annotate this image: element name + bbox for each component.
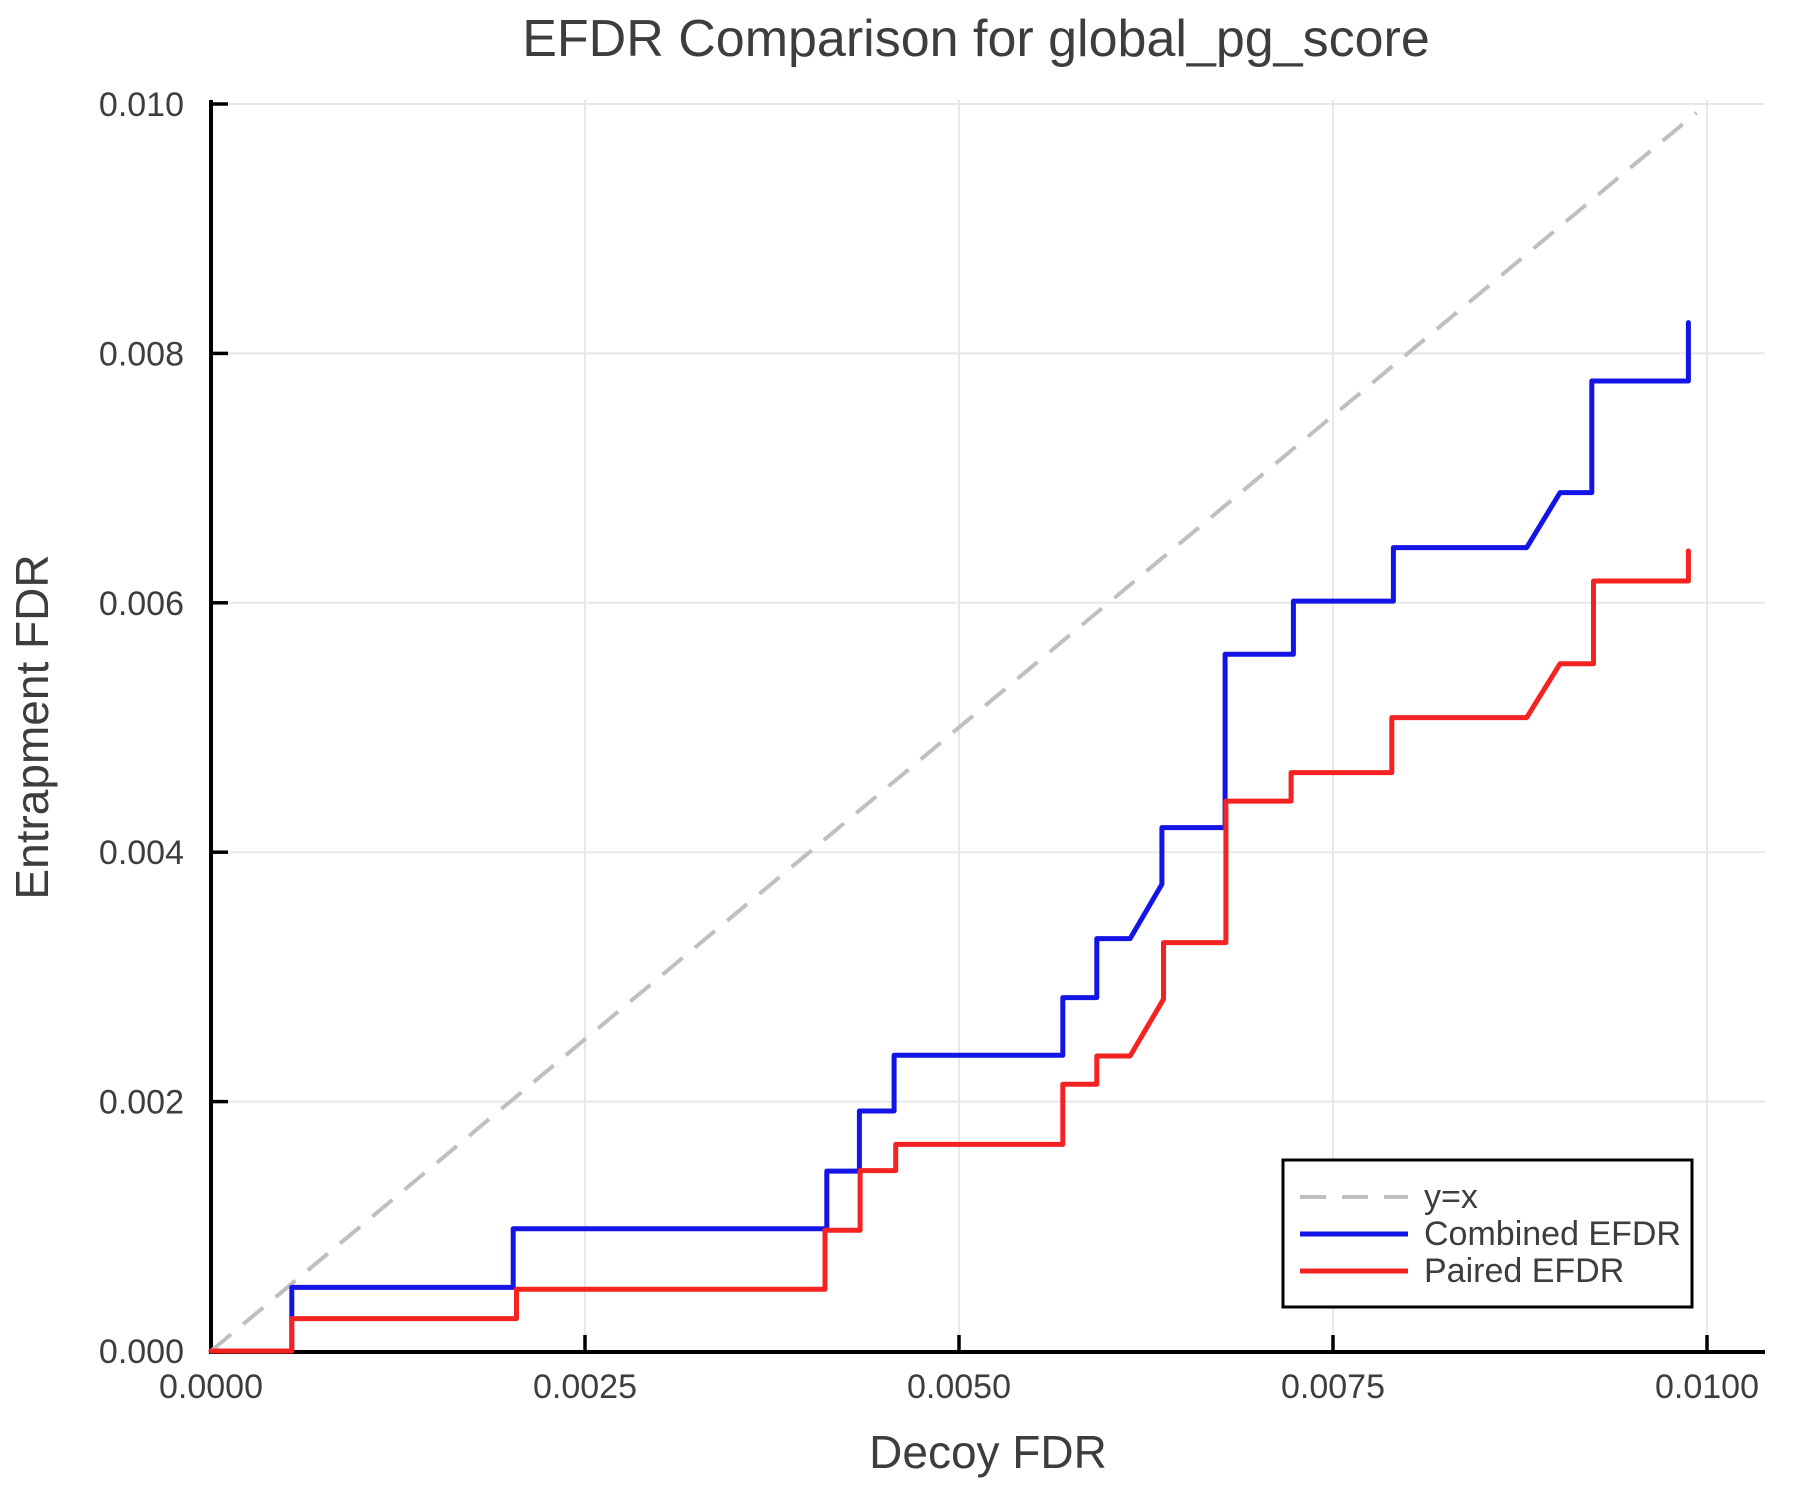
x-axis-title: Decoy FDR [869,1426,1107,1478]
x-tick-label: 0.0075 [1281,1368,1385,1406]
chart-title: EFDR Comparison for global_pg_score [522,10,1430,68]
y-axis-title: Entrapment FDR [6,554,58,899]
series-line-y-x [209,111,1698,1353]
series-line-paired-efdr [208,548,1691,1354]
y-tick-label: 0.008 [99,335,184,373]
legend-label-combined: Combined EFDR [1424,1215,1681,1253]
y-tick-label: 0.004 [99,834,184,872]
x-tick-label: 0.0100 [1655,1368,1759,1406]
series-line-combined-efdr [208,320,1691,1354]
gridlines [211,100,1765,1352]
x-tick-label: 0.0050 [907,1368,1011,1406]
legend: y=x Combined EFDR Paired EFDR [1281,1158,1694,1309]
y-tick-label: 0.002 [99,1084,184,1122]
axis-tick-labels: 0.0000 0.0025 0.0050 0.0075 0.0100 0.000 0.002… [99,86,1759,1406]
legend-label-paired: Paired EFDR [1424,1252,1624,1290]
x-tick-label: 0.0000 [159,1368,263,1406]
y-tick-label: 0.000 [99,1333,184,1371]
y-tick-label: 0.010 [99,86,184,124]
y-tick-label: 0.006 [99,585,184,623]
legend-label-identity: y=x [1424,1178,1478,1216]
x-tick-label: 0.0025 [533,1368,637,1406]
plot-series [208,111,1698,1354]
